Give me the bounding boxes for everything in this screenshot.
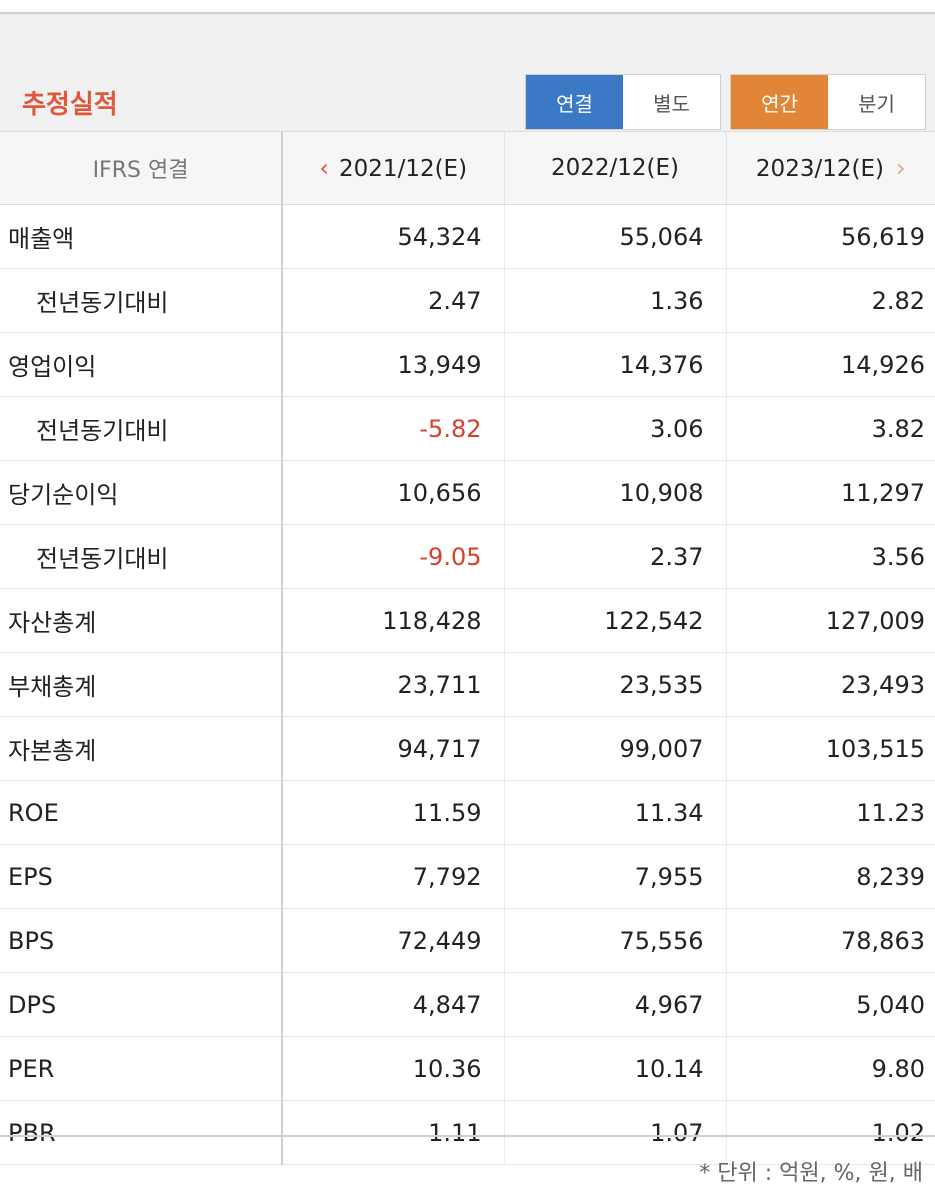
row-label: 영업이익 [0,332,283,397]
table-cell: 23,711 [282,652,504,717]
table-cell: 23,535 [503,652,726,717]
label-column-header: IFRS 연결 [0,131,283,205]
section-header: 추정실적 연결 별도 연간 분기 [0,14,935,131]
row-label: 전년동기대비 [0,396,283,461]
table-cell: 1.02 [725,1100,935,1165]
table-cell: 118,428 [282,588,504,653]
table-row: 자본총계 94,717 99,007 103,515 [0,716,935,781]
table-row: ROE 11.59 11.34 11.23 [0,780,935,845]
table-row: DPS 4,847 4,967 5,040 [0,972,935,1037]
column-header-label: 2022/12(E) [550,155,680,181]
chevron-right-icon[interactable]: › [895,154,906,182]
table-cell: 1.11 [282,1100,504,1165]
table-cell: 9.80 [725,1036,935,1101]
table-cell: -9.05 [282,524,504,589]
table-row: BPS 72,449 75,556 78,863 [0,908,935,973]
table-cell: 127,009 [725,588,935,653]
table-cell: 3.06 [503,396,726,461]
table-row: 전년동기대비 -5.82 3.06 3.82 [0,396,935,461]
table-cell: 11.23 [725,780,935,845]
row-label: 매출액 [0,204,283,269]
table-row: 당기순이익 10,656 10,908 11,297 [0,460,935,525]
row-label: PER [0,1036,283,1101]
table-cell: 11.34 [503,780,726,845]
section-title: 추정실적 [22,90,118,120]
table-cell: 10,908 [503,460,726,525]
table-cell: 3.56 [725,524,935,589]
top-divider [0,12,935,14]
toggle-consolidated-button[interactable]: 연결 [526,75,623,129]
table-cell: 13,949 [282,332,504,397]
table-cell: 4,967 [503,972,726,1037]
table-cell: 2.82 [725,268,935,333]
table-cell: 103,515 [725,716,935,781]
table-header-row: IFRS 연결 ‹ 2021/12(E) 2022/12(E) 2023/12(E… [0,131,935,205]
consolidation-toggle: 연결 별도 [525,74,721,130]
toggle-separate-button[interactable]: 별도 [653,91,690,116]
table-cell: 7,792 [282,844,504,909]
column-header-2: 2022/12(E) [503,131,726,205]
column-header-label: 2023/12(E) [755,156,884,182]
row-label: 자본총계 [0,716,283,781]
table-cell: 122,542 [503,588,726,653]
column-header-3: 2023/12(E) › [725,131,935,205]
table-cell: 1.07 [503,1100,726,1165]
row-label: EPS [0,844,283,909]
table-row: 전년동기대비 -9.05 2.37 3.56 [0,524,935,589]
table-row: 자산총계 118,428 122,542 127,009 [0,588,935,653]
table-cell: 56,619 [725,204,935,269]
table-cell: 23,493 [725,652,935,717]
row-label: PBR [0,1100,283,1165]
row-label: ROE [0,780,283,845]
row-label: 당기순이익 [0,460,283,525]
estimates-table: IFRS 연결 ‹ 2021/12(E) 2022/12(E) 2023/12(E… [0,131,935,1165]
table-row: 전년동기대비 2.47 1.36 2.82 [0,268,935,333]
table-cell: 54,324 [282,204,504,269]
table-cell: 14,376 [503,332,726,397]
table-row: EPS 7,792 7,955 8,239 [0,844,935,909]
table-cell: 3.82 [725,396,935,461]
table-cell: 7,955 [503,844,726,909]
table-row: 부채총계 23,711 23,535 23,493 [0,652,935,717]
table-cell: 11,297 [725,460,935,525]
table-cell: 78,863 [725,908,935,973]
table-cell: 2.37 [503,524,726,589]
row-label: DPS [0,972,283,1037]
table-cell: 10.14 [503,1036,726,1101]
table-cell: 14,926 [725,332,935,397]
toggle-annual-button[interactable]: 연간 [731,75,828,129]
table-row: PBR 1.11 1.07 1.02 [0,1100,935,1165]
unit-note: * 단위 : 억원, %, 원, 배 [699,1161,923,1186]
table-cell: 10.36 [282,1036,504,1101]
table-cell: 5,040 [725,972,935,1037]
table-cell: 72,449 [282,908,504,973]
table-row: 영업이익 13,949 14,376 14,926 [0,332,935,397]
table-cell: 4,847 [282,972,504,1037]
row-label: 자산총계 [0,588,283,653]
table-cell: 10,656 [282,460,504,525]
table-cell: 11.59 [282,780,504,845]
table-row: PER 10.36 10.14 9.80 [0,1036,935,1101]
column-header-1: ‹ 2021/12(E) [282,131,504,205]
toggle-quarterly-button[interactable]: 분기 [858,91,895,116]
row-label: BPS [0,908,283,973]
chevron-left-icon[interactable]: ‹ [319,154,330,182]
period-toggle: 연간 분기 [730,74,926,130]
table-cell: -5.82 [282,396,504,461]
table-cell: 1.36 [503,268,726,333]
row-label: 부채총계 [0,652,283,717]
row-label: 전년동기대비 [0,268,283,333]
table-cell: 99,007 [503,716,726,781]
table-cell: 8,239 [725,844,935,909]
table-cell: 94,717 [282,716,504,781]
table-cell: 75,556 [503,908,726,973]
table-body: 매출액 54,324 55,064 56,619 전년동기대비 2.47 1.36 2.82 영… [0,204,935,1165]
row-label: 전년동기대비 [0,524,283,589]
table-row: 매출액 54,324 55,064 56,619 [0,204,935,269]
column-header-label: 2021/12(E) [339,156,468,182]
table-cell: 2.47 [282,268,504,333]
bottom-divider [0,1135,935,1137]
table-cell: 55,064 [503,204,726,269]
